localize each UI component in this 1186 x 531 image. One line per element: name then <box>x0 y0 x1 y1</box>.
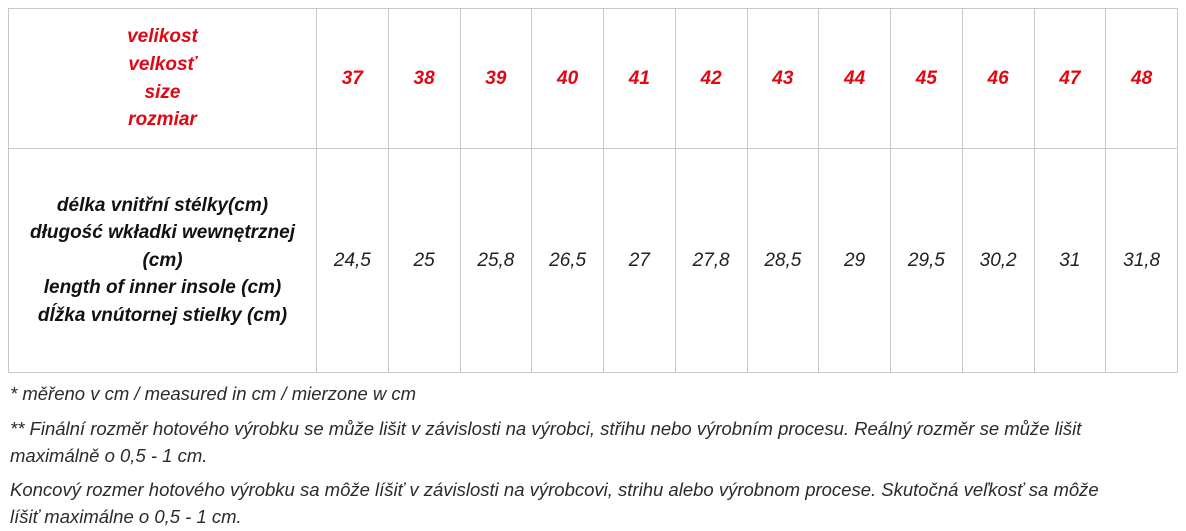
footnote-final-size-sk: Koncový rozmer hotového výrobku sa môže … <box>10 479 1099 528</box>
insole-value-cell: 31,8 <box>1105 148 1178 373</box>
insole-value-cell: 25,8 <box>459 148 533 373</box>
footnote-final-size-cz: ** Finální rozměr hotového výrobku se mů… <box>10 417 1082 466</box>
size-header-cell: 41 <box>603 8 676 149</box>
insole-value-cell: 31 <box>1033 148 1107 373</box>
size-label-cell: velikost velkosť size rozmiar <box>8 8 317 149</box>
size-label-line-cz: velikost <box>127 26 198 48</box>
size-header-cell: 45 <box>890 8 963 149</box>
size-label-line-en: size <box>144 81 181 103</box>
insole-value-cell: 25 <box>387 148 461 373</box>
insole-length-row: délka vnitřní stélky(cm) długość wkładki… <box>8 148 1178 373</box>
insole-label-cell: délka vnitřní stélky(cm) długość wkładki… <box>8 148 317 373</box>
size-header-cell: 47 <box>1033 8 1107 149</box>
size-header-cell: 48 <box>1105 8 1178 149</box>
insole-label-line-cz: délka vnitřní stélky(cm) <box>56 194 269 216</box>
size-header-cell: 37 <box>316 8 389 149</box>
insole-value-cell: 27 <box>603 148 676 373</box>
insole-label-line-pl: długość wkładki wewnętrznej (cm) <box>29 222 295 271</box>
size-header-cell: 43 <box>746 8 820 149</box>
size-chart-table: velikost velkosť size rozmiar 37 38 39 4… <box>8 8 1178 373</box>
insole-label-line-en: length of inner insole (cm) <box>43 277 282 299</box>
size-header-cell: 39 <box>459 8 533 149</box>
size-label-line-pl: rozmiar <box>128 109 197 131</box>
size-label-line-sk: velkosť <box>128 53 197 75</box>
insole-value-cell: 26,5 <box>531 148 604 373</box>
size-chart-page: velikost velkosť size rozmiar 37 38 39 4… <box>8 8 1178 528</box>
size-header-cell: 46 <box>961 8 1035 149</box>
insole-label-line-sk: dĺžka vnútornej stielky (cm) <box>37 304 288 326</box>
insole-value-cell: 29 <box>818 148 891 373</box>
insole-value-cell: 27,8 <box>674 148 748 373</box>
insole-value-cell: 30,2 <box>961 148 1035 373</box>
table-header-row: velikost velkosť size rozmiar 37 38 39 4… <box>8 8 1178 149</box>
insole-value-cell: 24,5 <box>316 148 389 373</box>
footnote-measured-in-cm: * měřeno v cm / measured in cm / mierzon… <box>10 383 417 404</box>
insole-value-cell: 28,5 <box>746 148 820 373</box>
insole-value-cell: 29,5 <box>890 148 963 373</box>
size-header-cell: 40 <box>531 8 604 149</box>
size-header-cell: 44 <box>818 8 891 149</box>
footnotes: * měřeno v cm / measured in cm / mierzon… <box>8 373 1178 531</box>
size-header-cell: 38 <box>387 8 461 149</box>
size-header-cell: 42 <box>674 8 748 149</box>
